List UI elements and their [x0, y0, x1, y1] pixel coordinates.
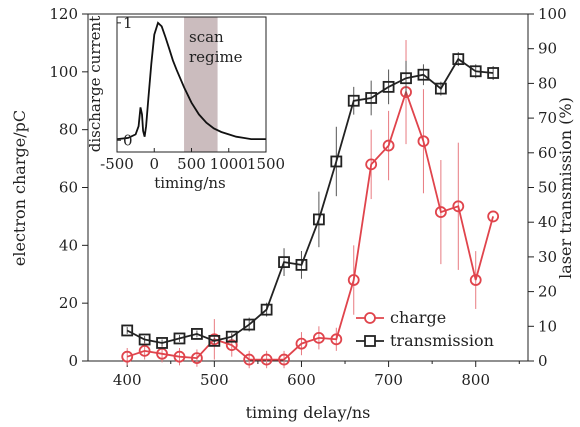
x-axis-label: timing delay/ns: [246, 403, 371, 422]
legend: charge transmission: [356, 308, 494, 350]
charge-point: [191, 352, 203, 365]
x-tick-label: 500: [200, 371, 229, 389]
scan-label-line1: scan: [189, 28, 224, 46]
charge-point: [382, 139, 395, 152]
charge-point: [469, 274, 482, 286]
main-ticks: 400 500 600 700 8000204060801001200102030405…: [49, 5, 566, 389]
charge-point: [260, 353, 273, 366]
charge-point: [243, 353, 256, 366]
y-tick-label: 80: [59, 121, 78, 139]
y-tick-label: 20: [59, 294, 78, 312]
inset-x-tick-label: 0: [149, 155, 159, 173]
inset-y-tick-label: 0: [123, 131, 133, 149]
transmission-line: [126, 57, 494, 344]
transmission-point: [138, 333, 151, 346]
inset-x-tick-label: 500: [177, 155, 206, 173]
inset-x-axis-label: timing/ns: [154, 174, 226, 192]
transmission-point: [121, 324, 134, 337]
y-tick-label: 100: [49, 63, 78, 81]
y-tick-label: 0: [68, 352, 78, 370]
transmission-point: [487, 67, 500, 79]
charge-point: [347, 274, 360, 286]
charge-point: [452, 200, 465, 213]
transmission-point: [452, 53, 465, 66]
charge-point: [487, 210, 500, 223]
y2-tick-label: 0: [538, 352, 548, 370]
charge-point: [312, 331, 325, 344]
transmission-point: [400, 72, 412, 85]
scan-regime-region: [184, 17, 218, 152]
y2-tick-label: 40: [538, 213, 557, 231]
legend-label-transmission: transmission: [390, 331, 494, 350]
transmission-point: [469, 65, 482, 78]
transmission-point: [173, 332, 186, 345]
main-series: [121, 40, 500, 369]
x-tick-label: 800: [461, 371, 490, 389]
transmission-point: [417, 68, 430, 81]
transmission-point: [260, 303, 273, 316]
charge-point: [330, 333, 343, 346]
transmission-point: [191, 328, 203, 340]
y2-tick-label: 90: [538, 40, 557, 58]
x-tick-label: 700: [374, 371, 403, 389]
inset-ticks: -500 0 500 1000 1500 0 1: [100, 14, 285, 173]
charge-point: [434, 206, 447, 218]
y2-tick-label: 100: [538, 5, 567, 23]
y2-tick-label: 50: [538, 179, 557, 197]
legend-marker-charge: [364, 312, 376, 324]
y-axis-label: electron charge/pC: [10, 110, 29, 266]
inset-y-tick-label: 1: [123, 14, 133, 32]
charge-point: [278, 353, 290, 366]
transmission-point: [208, 334, 221, 347]
charge-point: [365, 158, 378, 171]
transmission-point: [382, 80, 395, 93]
y2-axis-label: laser transmission (%): [556, 97, 575, 279]
y2-tick-label: 30: [538, 248, 557, 266]
transmission-point: [243, 318, 256, 331]
inset-x-tick-label: 1500: [247, 155, 285, 173]
transmission-point: [365, 92, 378, 104]
y-tick-label: 40: [59, 236, 78, 254]
x-tick-label: 600: [287, 371, 316, 389]
legend-label-charge: charge: [390, 308, 446, 327]
transmission-point: [330, 155, 343, 168]
inset-chart: -500 0 500 1000 1500 0 1 scan regime timing/ns…: [86, 14, 285, 192]
transmission-point: [295, 258, 308, 271]
inset-x-tick-label: -500: [100, 155, 134, 173]
transmission-point: [156, 337, 168, 349]
y2-tick-label: 10: [538, 317, 557, 335]
charge-point: [121, 350, 134, 363]
y-tick-label: 60: [59, 179, 78, 197]
y2-tick-label: 70: [538, 109, 557, 127]
y2-tick-label: 20: [538, 283, 557, 301]
transmission-point: [347, 94, 360, 107]
transmission-point: [225, 330, 238, 343]
charge-point: [138, 344, 151, 357]
y2-tick-label: 80: [538, 74, 557, 92]
transmission-point: [278, 256, 290, 269]
y-tick-label: 120: [49, 5, 78, 23]
charge-point: [173, 350, 186, 363]
inset-discharge-curve: [116, 21, 266, 140]
y2-tick-label: 60: [538, 144, 557, 162]
charge-line: [126, 89, 494, 361]
legend-marker-transmission: [364, 335, 376, 347]
inset-x-tick-label: 1000: [210, 155, 248, 173]
transmission-point: [312, 213, 325, 226]
scan-label-line2: regime: [189, 48, 243, 66]
inset-y-axis-label: discharge current: [86, 16, 104, 153]
charge-point: [295, 337, 308, 350]
transmission-point: [434, 82, 447, 95]
x-tick-label: 400: [113, 371, 142, 389]
charge-point: [417, 135, 430, 148]
